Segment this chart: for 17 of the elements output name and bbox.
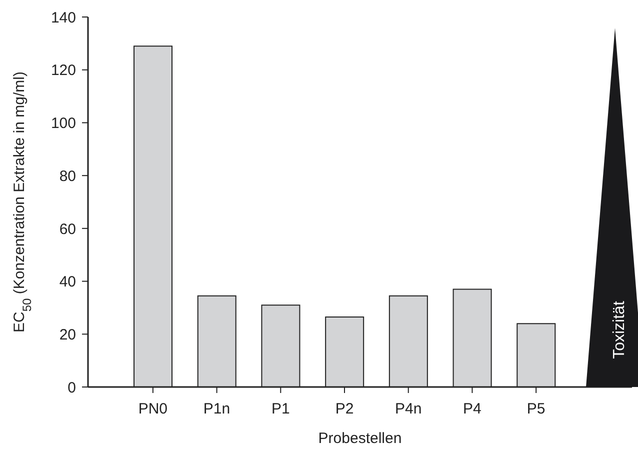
y-tick-label: 100 [50,115,76,132]
text: Toxizität [611,300,628,359]
x-tick-label: P4n [395,400,422,418]
y-tick-label: 40 [59,274,76,291]
y-tick-label: 0 [68,379,76,396]
x-tick-label: P4 [463,400,482,418]
x-tick-label: P5 [526,400,546,418]
y-tick-label: 60 [59,220,76,238]
x-tick-label: P1 [271,400,290,418]
y-tick-label: 140 [50,9,76,26]
x-tick-label: P1n [203,400,230,418]
y-tick-label: 80 [59,168,76,185]
x-axis-title: Probestellen [318,430,402,447]
x-tick-label: P2 [335,400,354,418]
y-tick-label: 120 [50,62,76,80]
x-tick-label: PN0 [138,400,168,418]
y-tick-label: 20 [59,326,76,344]
